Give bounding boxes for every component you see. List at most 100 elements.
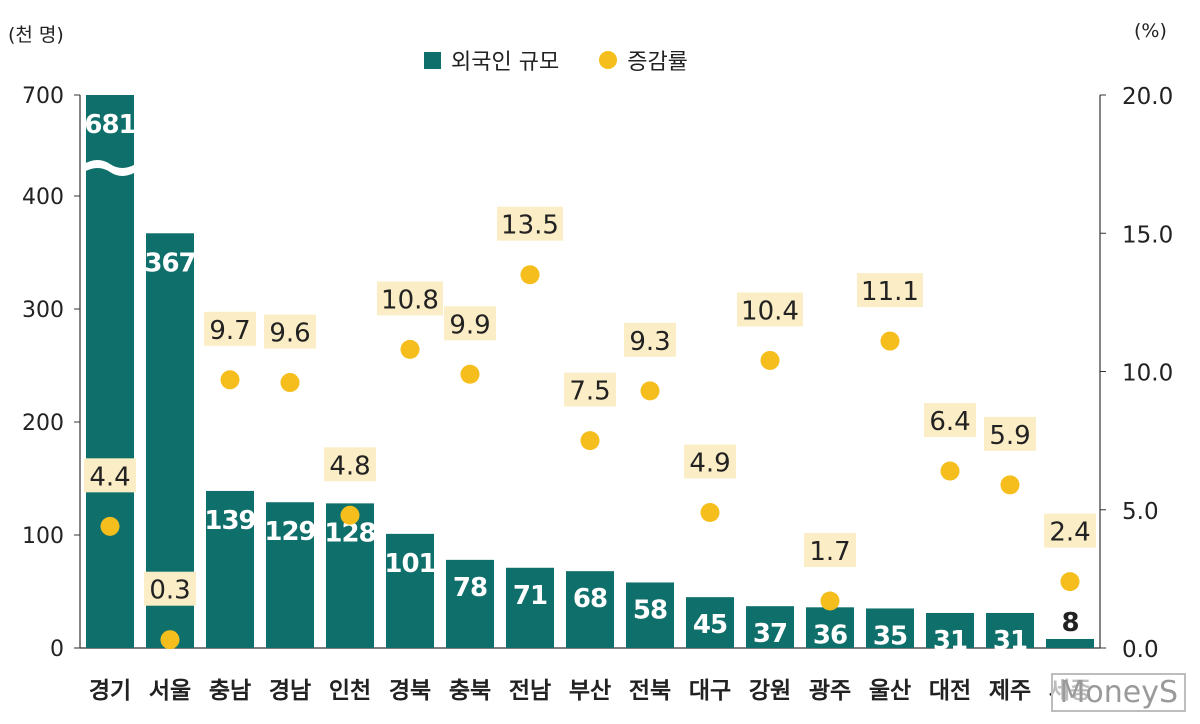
legend-dot-swatch: [599, 51, 618, 69]
rate-label-bg: [924, 403, 976, 438]
bar-value-label: 31: [933, 626, 967, 656]
right-tick-label: 20.0: [1122, 84, 1173, 110]
rate-dot: [280, 373, 300, 393]
rate-dot: [940, 461, 960, 481]
bar-value-label: 139: [204, 506, 255, 536]
bar-value-label: 45: [693, 610, 727, 640]
rate-value-label: 9.7: [209, 316, 250, 346]
bar-value-label: 68: [573, 584, 607, 614]
bar: [686, 597, 734, 648]
rate-label-bg: [84, 458, 136, 493]
category-label: 경기: [89, 678, 131, 704]
rate-dot: [580, 431, 600, 451]
category-label: 충북: [449, 678, 491, 704]
category-label: 제주: [989, 678, 1031, 704]
rate-dot: [640, 381, 660, 401]
right-axis-unit: (%): [1134, 20, 1167, 42]
rate-dot: [820, 591, 840, 611]
right-tick-label: 15.0: [1122, 222, 1173, 248]
right-tick-label: 5.0: [1122, 499, 1159, 525]
rate-value-label: 4.8: [329, 451, 370, 481]
bar-value-label: 101: [384, 549, 435, 579]
rate-label-bg: [264, 314, 316, 349]
category-label: 인천: [329, 678, 371, 704]
bar: [806, 607, 854, 648]
legend: 외국인 규모 증감률: [424, 44, 716, 76]
rate-label-bg: [1044, 513, 1096, 548]
category-label: 대구: [689, 678, 731, 704]
rate-value-label: 11.1: [861, 277, 919, 307]
rate-dot: [220, 370, 240, 390]
rate-label-bg: [144, 571, 196, 606]
rate-label-bg: [564, 372, 616, 407]
bar: [566, 571, 614, 648]
rate-value-label: 4.9: [689, 449, 730, 479]
category-label: 광주: [809, 678, 851, 704]
rate-value-label: 1.7: [809, 537, 850, 567]
category-label: 전남: [509, 678, 551, 704]
rate-dot: [340, 505, 360, 525]
bar-value-label: 129: [264, 517, 315, 547]
rate-value-label: 9.9: [449, 310, 490, 340]
rate-label-bg: [444, 306, 496, 341]
rate-dot: [100, 516, 120, 536]
rate-dot: [700, 503, 720, 523]
rate-label-bg: [377, 281, 443, 316]
rate-dot: [520, 265, 540, 285]
rate-dot: [880, 331, 900, 351]
bar: [86, 95, 134, 648]
left-tick-label: 400: [22, 185, 64, 210]
bar: [1046, 638, 1094, 648]
rate-value-label: 9.3: [629, 327, 670, 357]
category-label: 경북: [389, 678, 431, 704]
category-label: 강원: [749, 678, 791, 704]
bar-value-label: 31: [993, 626, 1027, 656]
bar: [446, 559, 494, 648]
bar: [206, 490, 254, 648]
bar-value-label: 36: [813, 620, 847, 650]
rate-dot: [1060, 572, 1080, 592]
category-label: 경남: [269, 678, 311, 704]
rate-label-bg: [324, 447, 376, 482]
rate-dot: [1000, 475, 1020, 495]
bar-value-label: 8: [1061, 608, 1078, 638]
bar: [266, 502, 314, 648]
bar: [986, 612, 1034, 648]
rate-value-label: 4.4: [89, 462, 130, 492]
rate-label-bg: [204, 311, 256, 346]
rate-value-label: 7.5: [569, 377, 610, 407]
rate-dot: [400, 339, 420, 359]
category-label: 부산: [569, 678, 611, 704]
legend-bar-swatch: [424, 51, 441, 69]
category-label: 대전: [929, 678, 971, 704]
right-tick-label: 10.0: [1122, 361, 1173, 387]
left-tick-label: 100: [22, 524, 64, 549]
left-tick-label: 0: [50, 637, 64, 662]
watermark: MoneyS: [1051, 673, 1186, 712]
rate-label-bg: [684, 444, 736, 479]
bar-value-label: 37: [753, 619, 787, 649]
bar: [866, 608, 914, 648]
rate-value-label: 5.9: [989, 421, 1030, 451]
bar: [626, 582, 674, 648]
rate-value-label: 0.3: [149, 576, 190, 606]
rate-dot: [760, 350, 780, 370]
bar-value-label: 58: [633, 595, 667, 625]
legend-item-bar: 외국인 규모: [424, 44, 559, 76]
bar: [386, 533, 434, 648]
rate-dot: [160, 630, 180, 650]
bar-value-label: 71: [513, 581, 547, 611]
left-axis-unit: (천 명): [8, 24, 64, 46]
rate-value-label: 10.4: [741, 296, 799, 326]
rate-value-label: 9.6: [269, 319, 310, 349]
category-label: 서울: [149, 678, 191, 704]
bar: [506, 567, 554, 648]
category-label: 충남: [209, 678, 251, 704]
rate-label-bg: [624, 322, 676, 357]
bar-value-label: 367: [144, 248, 195, 278]
rate-value-label: 10.8: [381, 285, 439, 315]
category-label: 울산: [869, 678, 911, 704]
bar-value-label: 35: [873, 621, 907, 651]
rate-label-bg: [737, 292, 803, 327]
